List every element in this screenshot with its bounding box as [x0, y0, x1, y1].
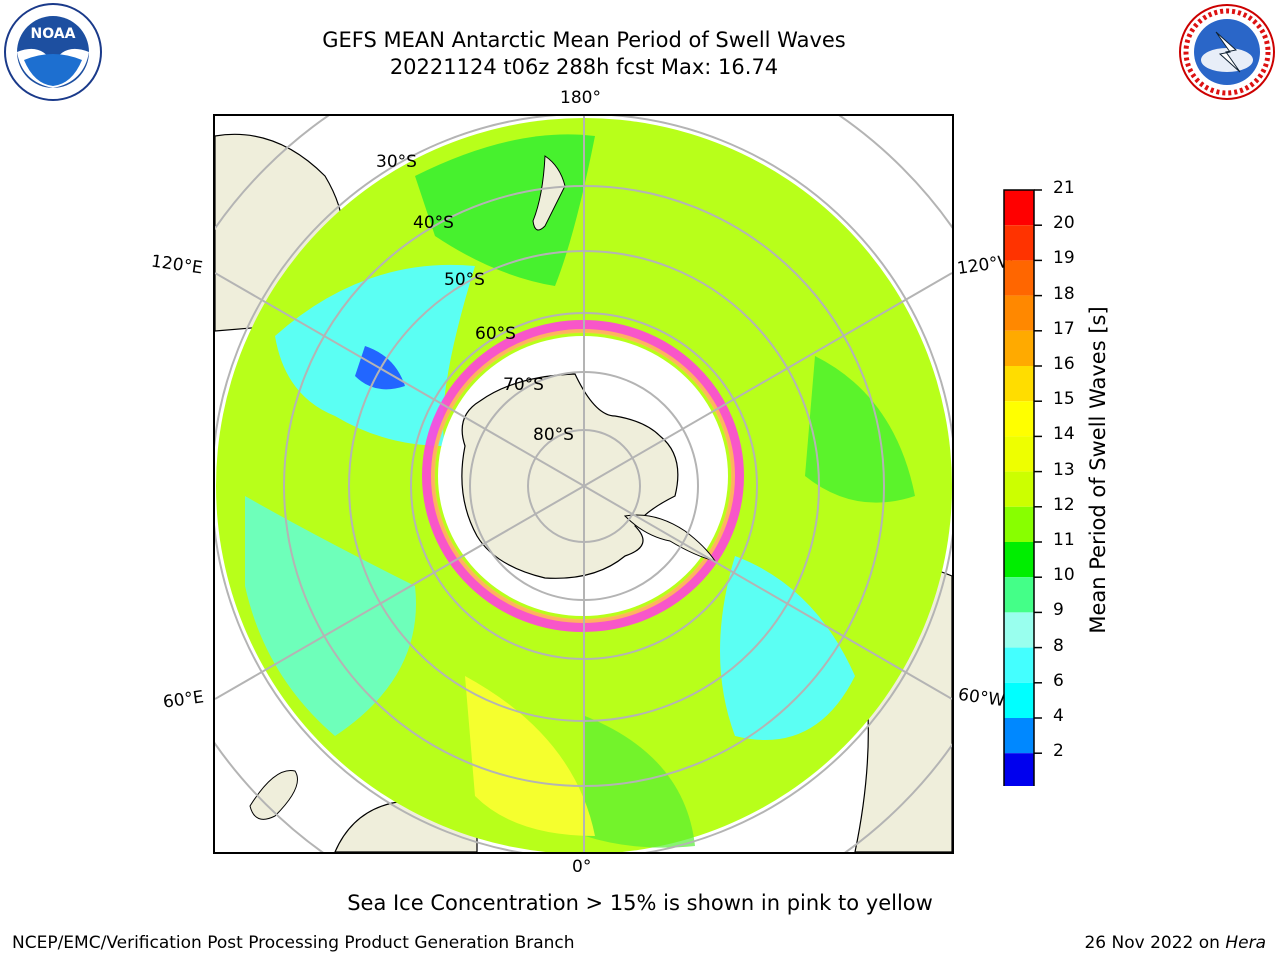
colorbar-tick-label: 12 [1053, 494, 1075, 515]
madagascar-land [249, 769, 298, 820]
colorbar-segment [1004, 436, 1034, 472]
colorbar-tick-label: 14 [1053, 424, 1075, 445]
lon-label-180: 180° [560, 88, 601, 108]
colorbar-segment [1004, 366, 1034, 402]
colorbar-tick-label: 6 [1053, 670, 1064, 691]
lon-label-60e: 60°E [161, 687, 206, 713]
lat-label-50s: 50°S [444, 270, 485, 290]
lat-label-40s: 40°S [413, 213, 454, 233]
chart-subtitle: 20221124 t06z 288h fcst Max: 16.74 [389, 55, 779, 79]
lat-label-30s: 30°S [376, 152, 417, 172]
colorbar-segment [1004, 753, 1034, 789]
polar-map [213, 114, 954, 854]
colorbar-segment [1004, 471, 1034, 507]
lon-label-0: 0° [572, 857, 592, 877]
colorbar-segment [1004, 401, 1034, 437]
colorbar [1000, 186, 1050, 818]
map-canvas [215, 116, 952, 852]
footer-machine: Hera [1225, 933, 1266, 953]
chart-title: GEFS MEAN Antarctic Mean Period of Swell… [322, 28, 846, 52]
colorbar-segment [1004, 577, 1034, 613]
colorbar-tick-label: 16 [1053, 354, 1075, 374]
colorbar-segment [1004, 612, 1034, 648]
footer-date-text: 26 Nov 2022 on [1084, 933, 1226, 953]
longitude-grid [215, 116, 952, 852]
colorbar-segment [1004, 718, 1034, 754]
colorbar-tick-label: 8 [1053, 635, 1064, 656]
nws-logo-icon [1176, 2, 1278, 106]
colorbar-label: Mean Period of Swell Waves [s] [1086, 306, 1110, 634]
lat-label-70s: 70°S [503, 375, 544, 395]
colorbar-tick-label: 4 [1053, 706, 1064, 726]
colorbar-segment [1004, 647, 1034, 683]
colorbar-tick-label: 21 [1053, 178, 1075, 198]
colorbar-tick-label: 11 [1053, 530, 1075, 550]
colorbar-segment [1004, 225, 1034, 261]
noaa-logo-icon: NOAA [2, 2, 104, 106]
colorbar-tick-label: 20 [1053, 213, 1075, 234]
antarctica-land [461, 373, 679, 579]
colorbar-segment [1004, 190, 1034, 226]
footer-date: 26 Nov 2022 on Hera [1084, 933, 1266, 953]
lat-label-60s: 60°S [475, 324, 516, 344]
colorbar-segment [1004, 542, 1034, 578]
colorbar-segment [1004, 260, 1034, 296]
colorbar-segment [1004, 330, 1034, 366]
colorbar-tick-label: 19 [1053, 248, 1075, 269]
lon-label-120e: 120°E [149, 251, 204, 279]
colorbar-tick-label: 2 [1053, 741, 1064, 762]
colorbar-segment [1004, 682, 1034, 718]
colorbar-segment [1004, 295, 1034, 331]
sea-ice-note: Sea Ice Concentration > 15% is shown in … [347, 891, 933, 915]
lat-label-80s: 80°S [533, 425, 574, 445]
new-zealand-land [532, 155, 566, 231]
colorbar-tick-label: 15 [1053, 389, 1075, 410]
colorbar-tick-label: 10 [1053, 565, 1075, 586]
svg-text:NOAA: NOAA [31, 26, 76, 42]
colorbar-tick-label: 9 [1053, 600, 1064, 621]
colorbar-tick-label: 17 [1053, 318, 1075, 339]
colorbar-segment [1004, 506, 1034, 542]
colorbar-tick-label: 13 [1053, 459, 1075, 480]
footer-credit: NCEP/EMC/Verification Post Processing Pr… [12, 933, 575, 953]
colorbar-tick-label: 18 [1053, 283, 1075, 304]
lon-label-60w: 60°W [956, 684, 1007, 712]
